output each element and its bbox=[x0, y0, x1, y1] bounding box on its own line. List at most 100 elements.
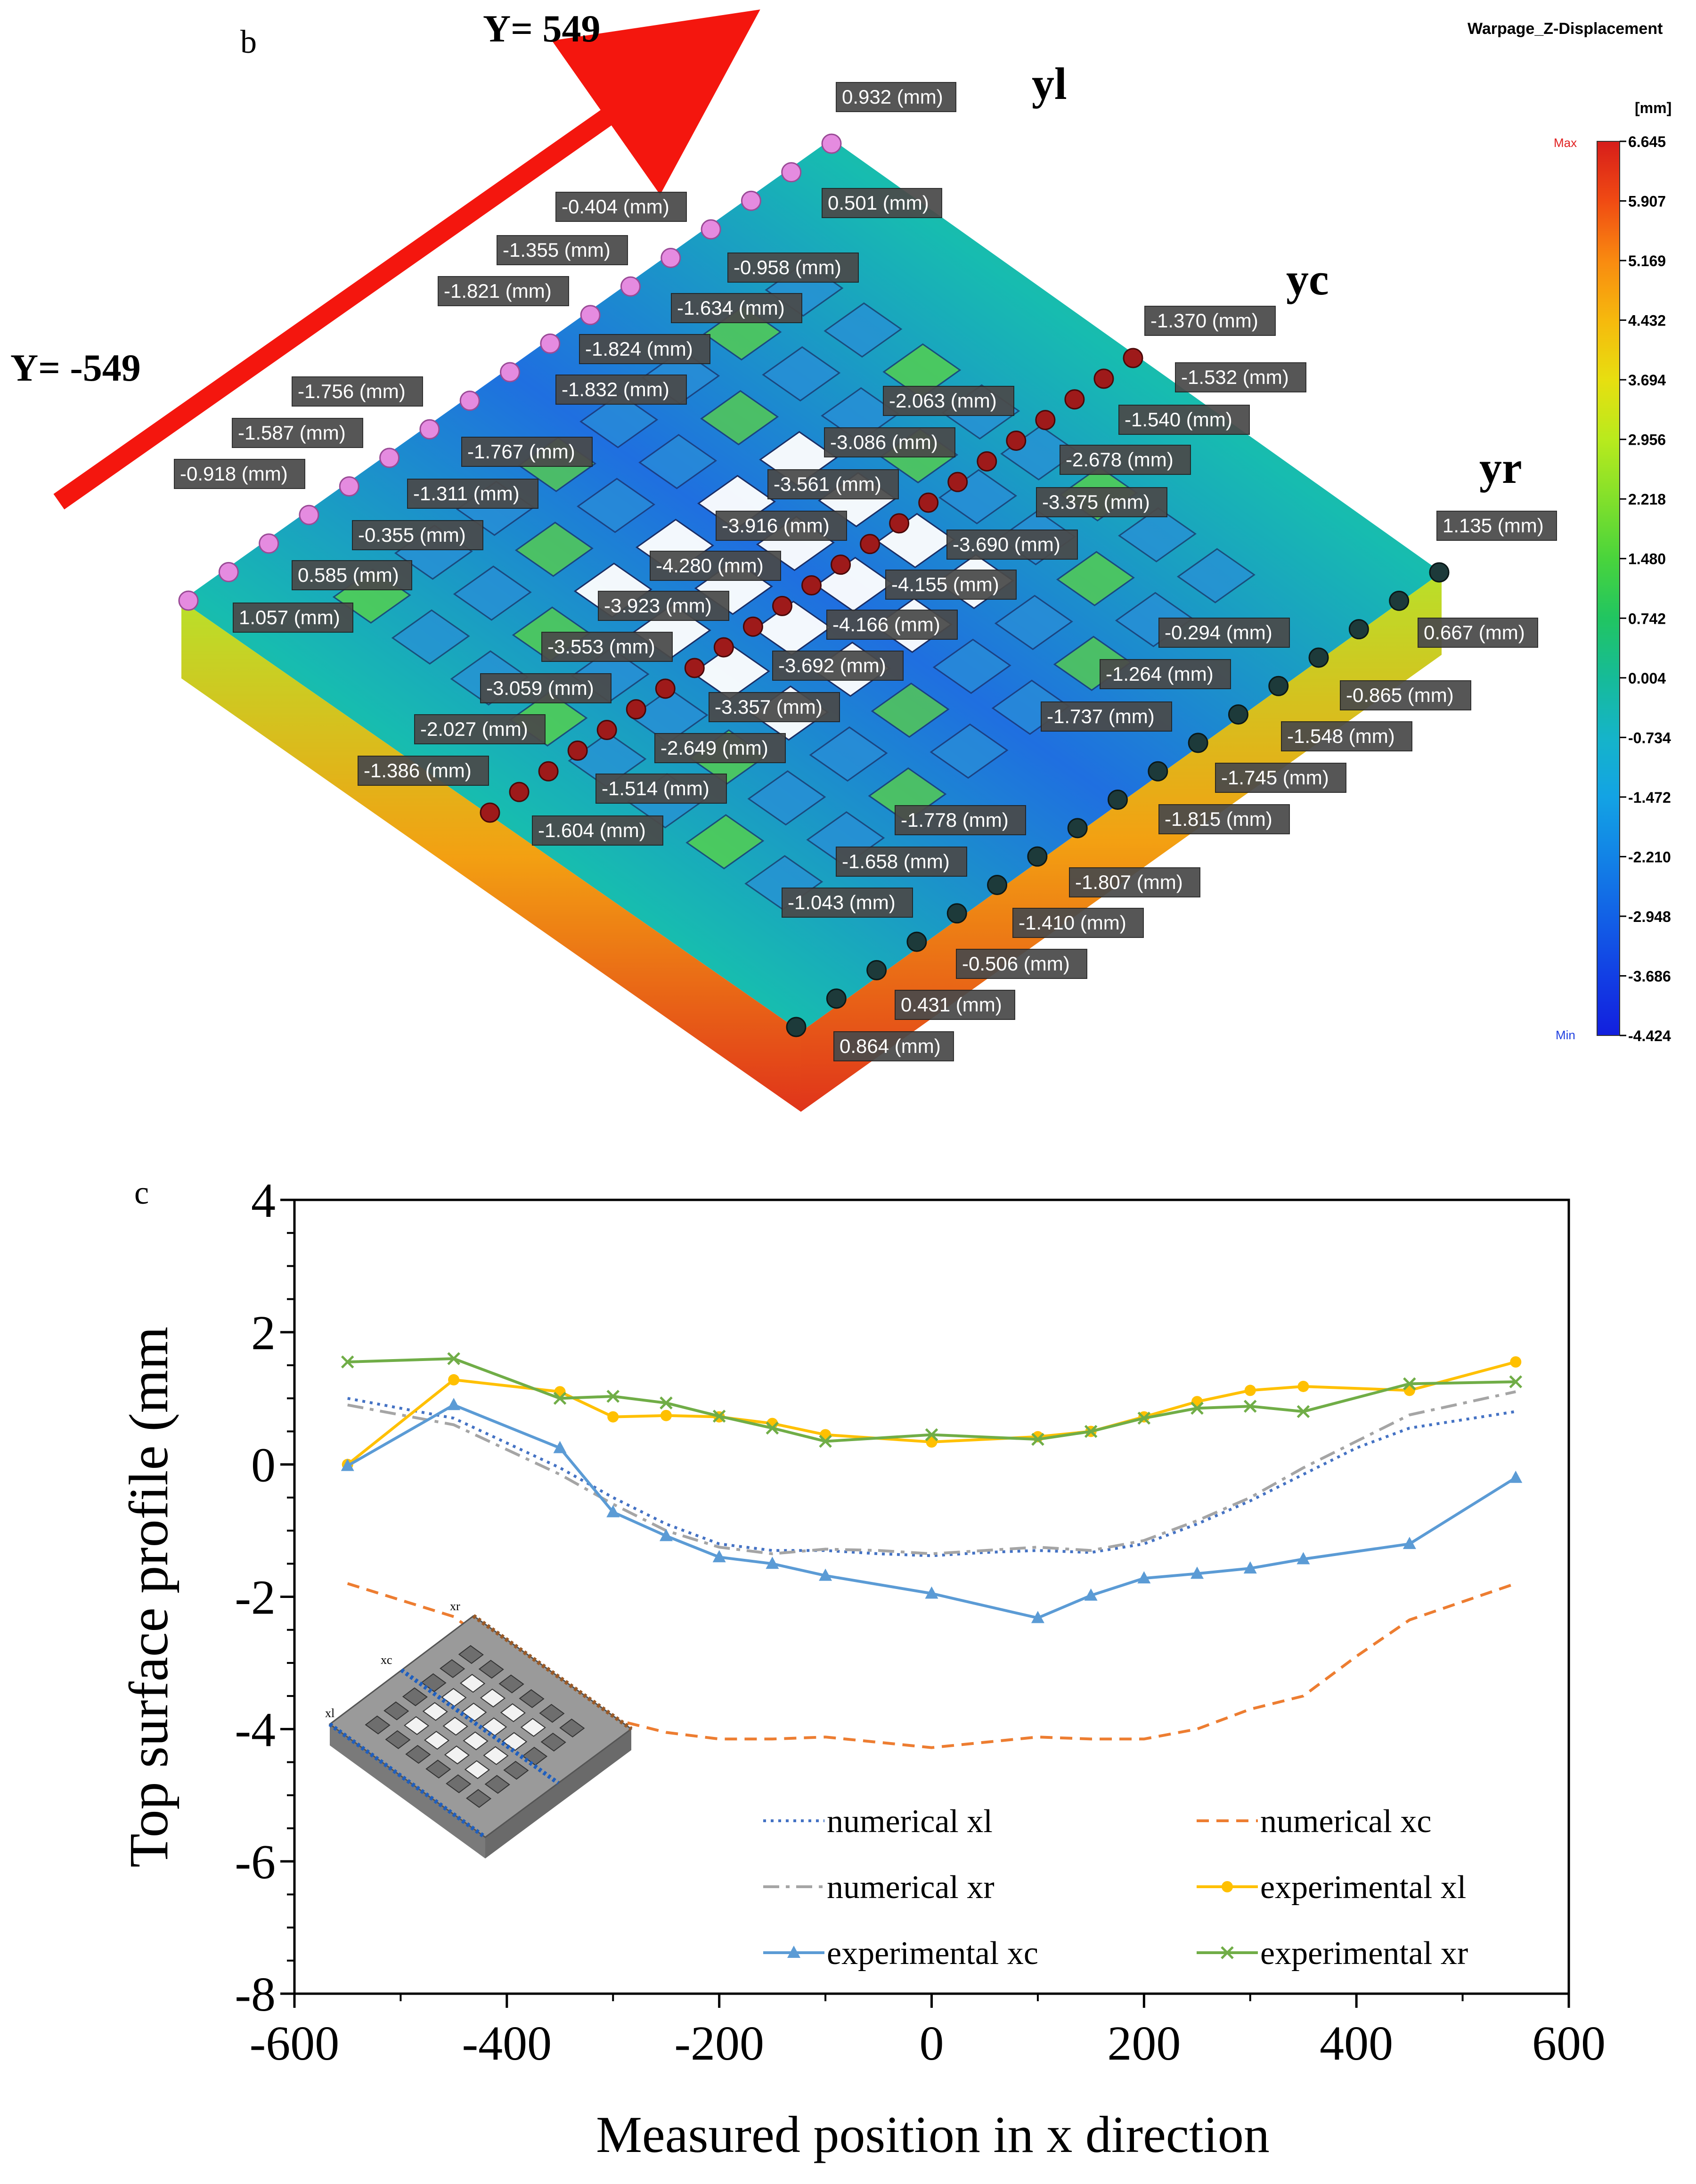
inset-grid-cell bbox=[385, 1730, 411, 1749]
value-annotation-box bbox=[438, 276, 569, 306]
inset-grid-cell bbox=[502, 1732, 528, 1751]
value-annotation-box bbox=[716, 511, 847, 541]
value-annotation-box bbox=[1012, 908, 1144, 938]
data-point bbox=[766, 1421, 779, 1435]
inset-grid-cell bbox=[404, 1716, 430, 1735]
x-tick-label: 200 bbox=[1107, 2016, 1181, 2070]
series-line-experimental-xr bbox=[347, 1357, 1516, 1443]
probe-point bbox=[831, 554, 851, 575]
probe-point bbox=[299, 505, 319, 525]
data-point bbox=[659, 1529, 673, 1541]
pallet-grid-cell bbox=[747, 770, 826, 826]
data-point bbox=[1510, 1356, 1522, 1368]
value-annotation: -1.824 (mm) bbox=[585, 338, 693, 360]
value-annotation-box bbox=[292, 376, 423, 407]
value-annotation: -3.692 (mm) bbox=[778, 654, 886, 676]
probe-point bbox=[713, 637, 734, 658]
inset-grid-cell bbox=[425, 1760, 451, 1779]
probe-points-yc bbox=[480, 348, 1143, 823]
probe-point bbox=[826, 988, 847, 1009]
inset-grid-cell bbox=[365, 1715, 391, 1735]
data-point bbox=[819, 1434, 832, 1448]
inset-grid-cell bbox=[500, 1703, 526, 1722]
probe-points-yr bbox=[786, 562, 1450, 1037]
data-point bbox=[1137, 1411, 1151, 1425]
value-annotation: -1.658 (mm) bbox=[842, 850, 950, 872]
pallet-grid-cell bbox=[932, 638, 1011, 694]
value-annotation: -3.375 (mm) bbox=[1042, 491, 1150, 513]
value-annotation: -0.355 (mm) bbox=[358, 524, 466, 546]
colorbar-min-marker: Min bbox=[1556, 1028, 1575, 1042]
colorbar-tick-label: 0.742 bbox=[1628, 610, 1666, 627]
annotation-layer: 0.932 (mm) 0.501 (mm) -0.404 (mm) -0.958 (m… bbox=[174, 82, 1557, 1061]
data-point bbox=[1190, 1402, 1204, 1415]
value-annotation: -0.958 (mm) bbox=[734, 256, 841, 278]
pallet-grid-cell bbox=[994, 595, 1073, 650]
value-annotation: -1.386 (mm) bbox=[364, 759, 472, 782]
x-tick-label: -200 bbox=[674, 2016, 764, 2070]
data-point bbox=[712, 1550, 726, 1563]
warpage-panel: b Warpage_Z-Displacement Y= -549 Y= 549 … bbox=[10, 7, 1672, 1112]
y-tick-label: 0 bbox=[251, 1438, 276, 1492]
probe-point bbox=[1429, 562, 1450, 583]
pallet-grid-cell bbox=[638, 434, 718, 489]
probe-point bbox=[1268, 676, 1289, 696]
probe-point bbox=[379, 448, 400, 468]
value-annotation: -3.916 (mm) bbox=[722, 514, 830, 537]
data-point bbox=[1190, 1566, 1204, 1579]
series-layer bbox=[341, 1352, 1523, 1749]
value-annotation: -3.561 (mm) bbox=[774, 473, 881, 495]
probe-point bbox=[178, 590, 199, 611]
data-point bbox=[448, 1374, 460, 1385]
value-annotation-box bbox=[598, 591, 729, 621]
value-annotation: -1.514 (mm) bbox=[602, 777, 709, 799]
probe-point bbox=[1093, 368, 1114, 389]
inset-line-xr bbox=[472, 1614, 633, 1731]
data-point bbox=[1221, 1946, 1234, 1959]
inset-label-xl: xl bbox=[325, 1706, 334, 1720]
data-point bbox=[819, 1568, 832, 1581]
x-tick-label: 600 bbox=[1532, 2016, 1606, 2070]
value-annotation-box bbox=[824, 427, 955, 457]
legend-item: experimental xr bbox=[1197, 1935, 1468, 1972]
inset-grid-cell bbox=[478, 1660, 504, 1679]
probe-point bbox=[1067, 818, 1088, 839]
pallet-side-left bbox=[181, 601, 801, 1112]
pallet-grid-cell bbox=[1176, 548, 1256, 603]
data-point bbox=[712, 1410, 726, 1423]
inset-grid-cell bbox=[463, 1731, 489, 1751]
series-line-numerical-xl bbox=[347, 1397, 1516, 1557]
inset-grid-cell bbox=[520, 1718, 546, 1737]
value-annotation-box bbox=[671, 293, 802, 323]
direction-arrow bbox=[53, 9, 760, 510]
value-annotation-box bbox=[555, 375, 687, 405]
value-annotation: -1.767 (mm) bbox=[467, 440, 575, 463]
value-annotation-box bbox=[727, 253, 859, 283]
value-annotation-box bbox=[650, 551, 781, 581]
inset-grid-cell bbox=[483, 1746, 509, 1765]
colorbar-max-marker: Max bbox=[1554, 136, 1577, 150]
legend-label: numerical xl bbox=[827, 1803, 993, 1840]
probe-point bbox=[626, 699, 646, 720]
pallet-grid-cell bbox=[568, 732, 647, 788]
probe-point bbox=[918, 492, 939, 513]
inset-grid-cell bbox=[460, 1674, 486, 1693]
series-line-numerical-xc bbox=[347, 1582, 1517, 1749]
legend: numerical xl numerical xc numerical xr expe… bbox=[763, 1803, 1468, 1972]
data-point bbox=[1509, 1375, 1523, 1388]
colorbar-tick-label: 0.004 bbox=[1628, 670, 1666, 687]
probe-point bbox=[1123, 348, 1143, 368]
probe-point bbox=[1389, 590, 1410, 611]
probe-point bbox=[772, 595, 792, 616]
value-annotation-box bbox=[1281, 721, 1412, 751]
value-annotation-box bbox=[174, 459, 305, 489]
pallet-grid-cell bbox=[453, 565, 532, 621]
value-annotation: 1.135 (mm) bbox=[1443, 514, 1544, 537]
value-annotation: -0.294 (mm) bbox=[1165, 621, 1272, 644]
value-annotation-box bbox=[767, 469, 899, 499]
series-experimental-xr bbox=[341, 1352, 1523, 1448]
data-point bbox=[1244, 1385, 1256, 1396]
pallet-grid-cell bbox=[744, 855, 824, 911]
probe-point bbox=[684, 658, 705, 678]
